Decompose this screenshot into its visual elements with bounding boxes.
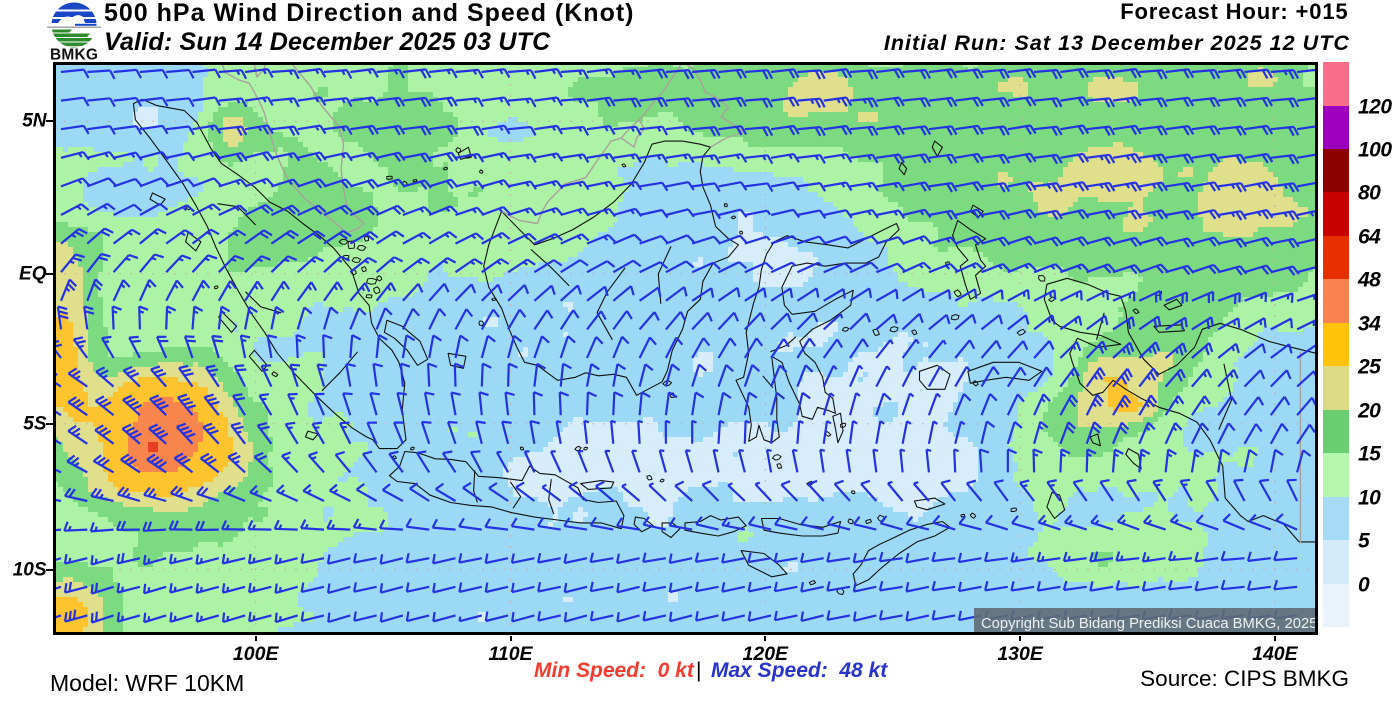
svg-text:BMKG: BMKG	[50, 47, 98, 62]
svg-text:Copyright Sub Bidang Prediksi: Copyright Sub Bidang Prediksi Cuaca BMKG…	[981, 616, 1317, 632]
